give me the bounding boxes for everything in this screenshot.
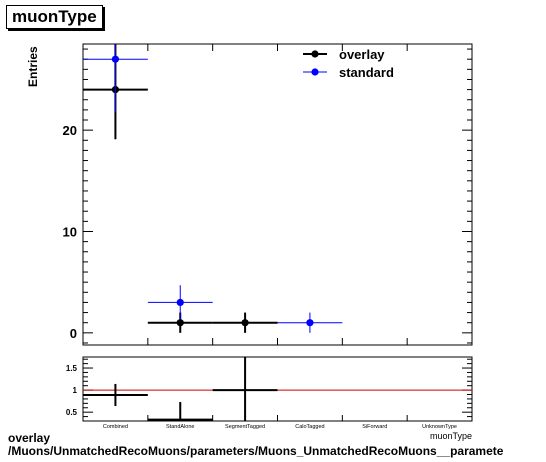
main-axes: 0 10 20	[63, 44, 473, 345]
main-data-marks	[83, 44, 343, 333]
ratio-data-marks	[83, 357, 472, 421]
y-tick-label: 0	[70, 326, 77, 341]
y-tick-label: 10	[63, 224, 77, 239]
legend: overlay standard	[303, 47, 394, 80]
ratio-y-tick-label: 0.5	[66, 408, 78, 417]
chart-title: muonType	[6, 5, 103, 29]
ratio-y-tick-label: 1.5	[66, 364, 78, 373]
ratio-plot-frame	[82, 356, 473, 422]
footer-line-2: /Muons/UnmatchedRecoMuons/parameters/Muo…	[8, 444, 504, 458]
footer-line-1: overlay	[8, 431, 51, 445]
main-point	[176, 319, 184, 327]
ratio-axes: 0.5 1 1.5 Combined StandAlone SegmentTagged Ca…	[66, 358, 473, 430]
y-tick-label: 20	[63, 123, 77, 138]
x-category-label: SegmentTagged	[225, 424, 265, 430]
main-point	[176, 298, 184, 307]
main-point	[111, 55, 120, 63]
ratio-frame-border	[82, 356, 473, 422]
y-axis-label: Entries	[26, 46, 40, 87]
x-category-label: Combined	[103, 424, 128, 430]
main-point	[306, 319, 314, 327]
ratio-y-tick-label: 1	[73, 386, 78, 395]
legend-marker	[311, 68, 319, 76]
footer-path: overlay /Muons/UnmatchedRecoMuons/parame…	[8, 432, 503, 458]
main-point	[241, 319, 249, 327]
ratio-series	[83, 357, 278, 421]
x-axis-label: muonType	[430, 431, 472, 441]
legend-marker	[311, 50, 319, 58]
x-category-label: StandAlone	[166, 424, 194, 430]
legend-label: overlay	[339, 47, 385, 62]
x-category-label: SiForward	[362, 424, 387, 430]
x-category-label: CaloTagged	[295, 424, 324, 430]
x-category-label: UnknownType	[422, 424, 457, 430]
standard-series	[83, 44, 343, 333]
legend-label: standard	[339, 65, 394, 80]
